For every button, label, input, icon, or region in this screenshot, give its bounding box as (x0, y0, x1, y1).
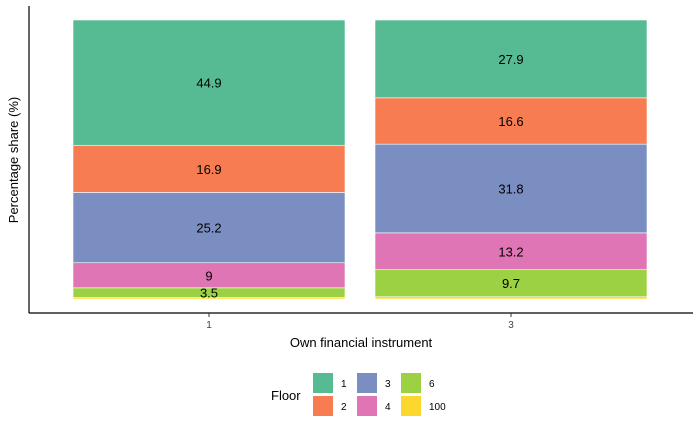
bar-segment (72, 19, 346, 146)
bar-segment (374, 296, 648, 300)
legend-title: Floor (271, 388, 301, 403)
legend: 1 2 3 4 6 100 (313, 373, 446, 416)
legend-key (357, 373, 377, 393)
legend-label: 4 (385, 402, 391, 413)
legend-label: 6 (429, 379, 435, 390)
legend-label: 3 (385, 379, 391, 390)
data-label: 13.2 (498, 244, 523, 259)
legend-label: 1 (341, 379, 347, 390)
x-axis-title: Own financial instrument (290, 335, 433, 350)
legend-label: 2 (341, 402, 347, 413)
data-label: 16.6 (498, 114, 523, 129)
bar-segment (72, 144, 346, 193)
legend-key (313, 373, 333, 393)
bar-segment (72, 262, 346, 289)
x-tick-label: 1 (206, 320, 212, 331)
data-label: 9.7 (502, 276, 520, 291)
legend-key (401, 396, 421, 416)
legend-key (313, 396, 333, 416)
data-label: 25.2 (196, 221, 221, 236)
data-label: 16.9 (196, 162, 221, 177)
legend-label: 100 (429, 402, 446, 413)
bar-segment (374, 97, 648, 145)
legend-key (401, 373, 421, 393)
data-label: 31.8 (498, 182, 523, 197)
value-labels-layer: 3.5 9 25.2 16.9 44.9 9.7 13.2 31.8 16.6 27.9 (196, 52, 523, 301)
data-label: 27.9 (498, 52, 523, 67)
bar-segment (374, 143, 648, 234)
data-label: 9 (205, 268, 212, 283)
y-axis-title: Percentage share (%) (6, 97, 21, 223)
bars-layer (72, 19, 648, 300)
data-label: 3.5 (200, 286, 218, 301)
data-label: 44.9 (196, 76, 221, 91)
bar-segment (72, 192, 346, 264)
x-tick-label: 3 (508, 320, 514, 331)
bar-segment (374, 19, 648, 99)
legend-key (357, 396, 377, 416)
